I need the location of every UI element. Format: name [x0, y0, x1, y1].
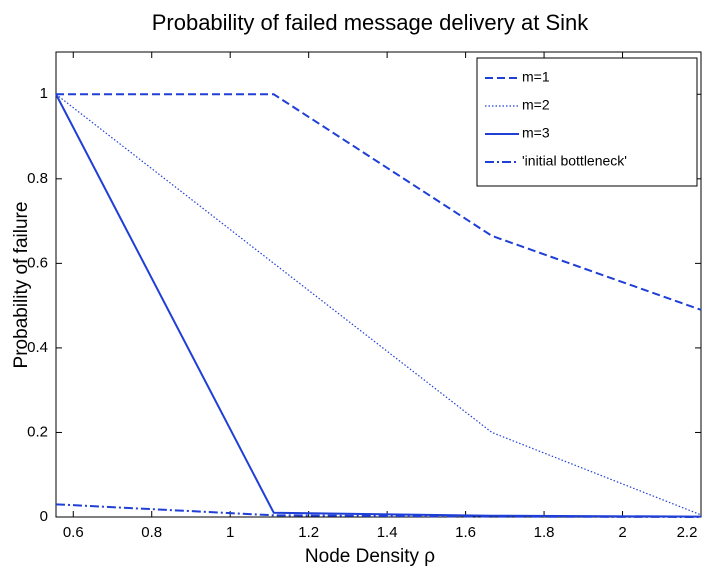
y-tick-label: 0.8 [27, 170, 48, 187]
x-tick-label: 2.2 [677, 524, 698, 541]
y-tick-label: 1 [40, 85, 48, 102]
x-tick-label: 1.8 [534, 524, 555, 541]
x-tick-label: 1.4 [377, 524, 398, 541]
line [56, 93, 702, 311]
y-tick-label: 0.6 [27, 254, 48, 271]
line [55, 503, 702, 518]
y-tick-label: 0 [40, 508, 48, 525]
x-tick-label: 0.6 [63, 524, 84, 541]
y-tick-label: 0.4 [27, 339, 48, 356]
y-axis-label: Probability of failure [11, 202, 32, 369]
y-tick-label: 0.2 [27, 423, 48, 440]
x-tick-label: 1.2 [298, 524, 319, 541]
legend-label: m=2 [522, 97, 550, 113]
x-tick-label: 1.6 [455, 524, 476, 541]
legend-label: m=3 [522, 125, 550, 141]
legend-label: m=1 [522, 69, 550, 85]
chart-title: Probability of failed message delivery a… [152, 10, 590, 35]
x-axis-label: Node Density ρ [305, 546, 435, 567]
x-tick-label: 2 [618, 524, 626, 541]
legend-box [476, 57, 698, 187]
line [55, 93, 702, 516]
legend-label: 'initial bottleneck' [522, 153, 627, 169]
x-tick-label: 1 [226, 524, 234, 541]
x-tick-label: 0.8 [141, 524, 162, 541]
